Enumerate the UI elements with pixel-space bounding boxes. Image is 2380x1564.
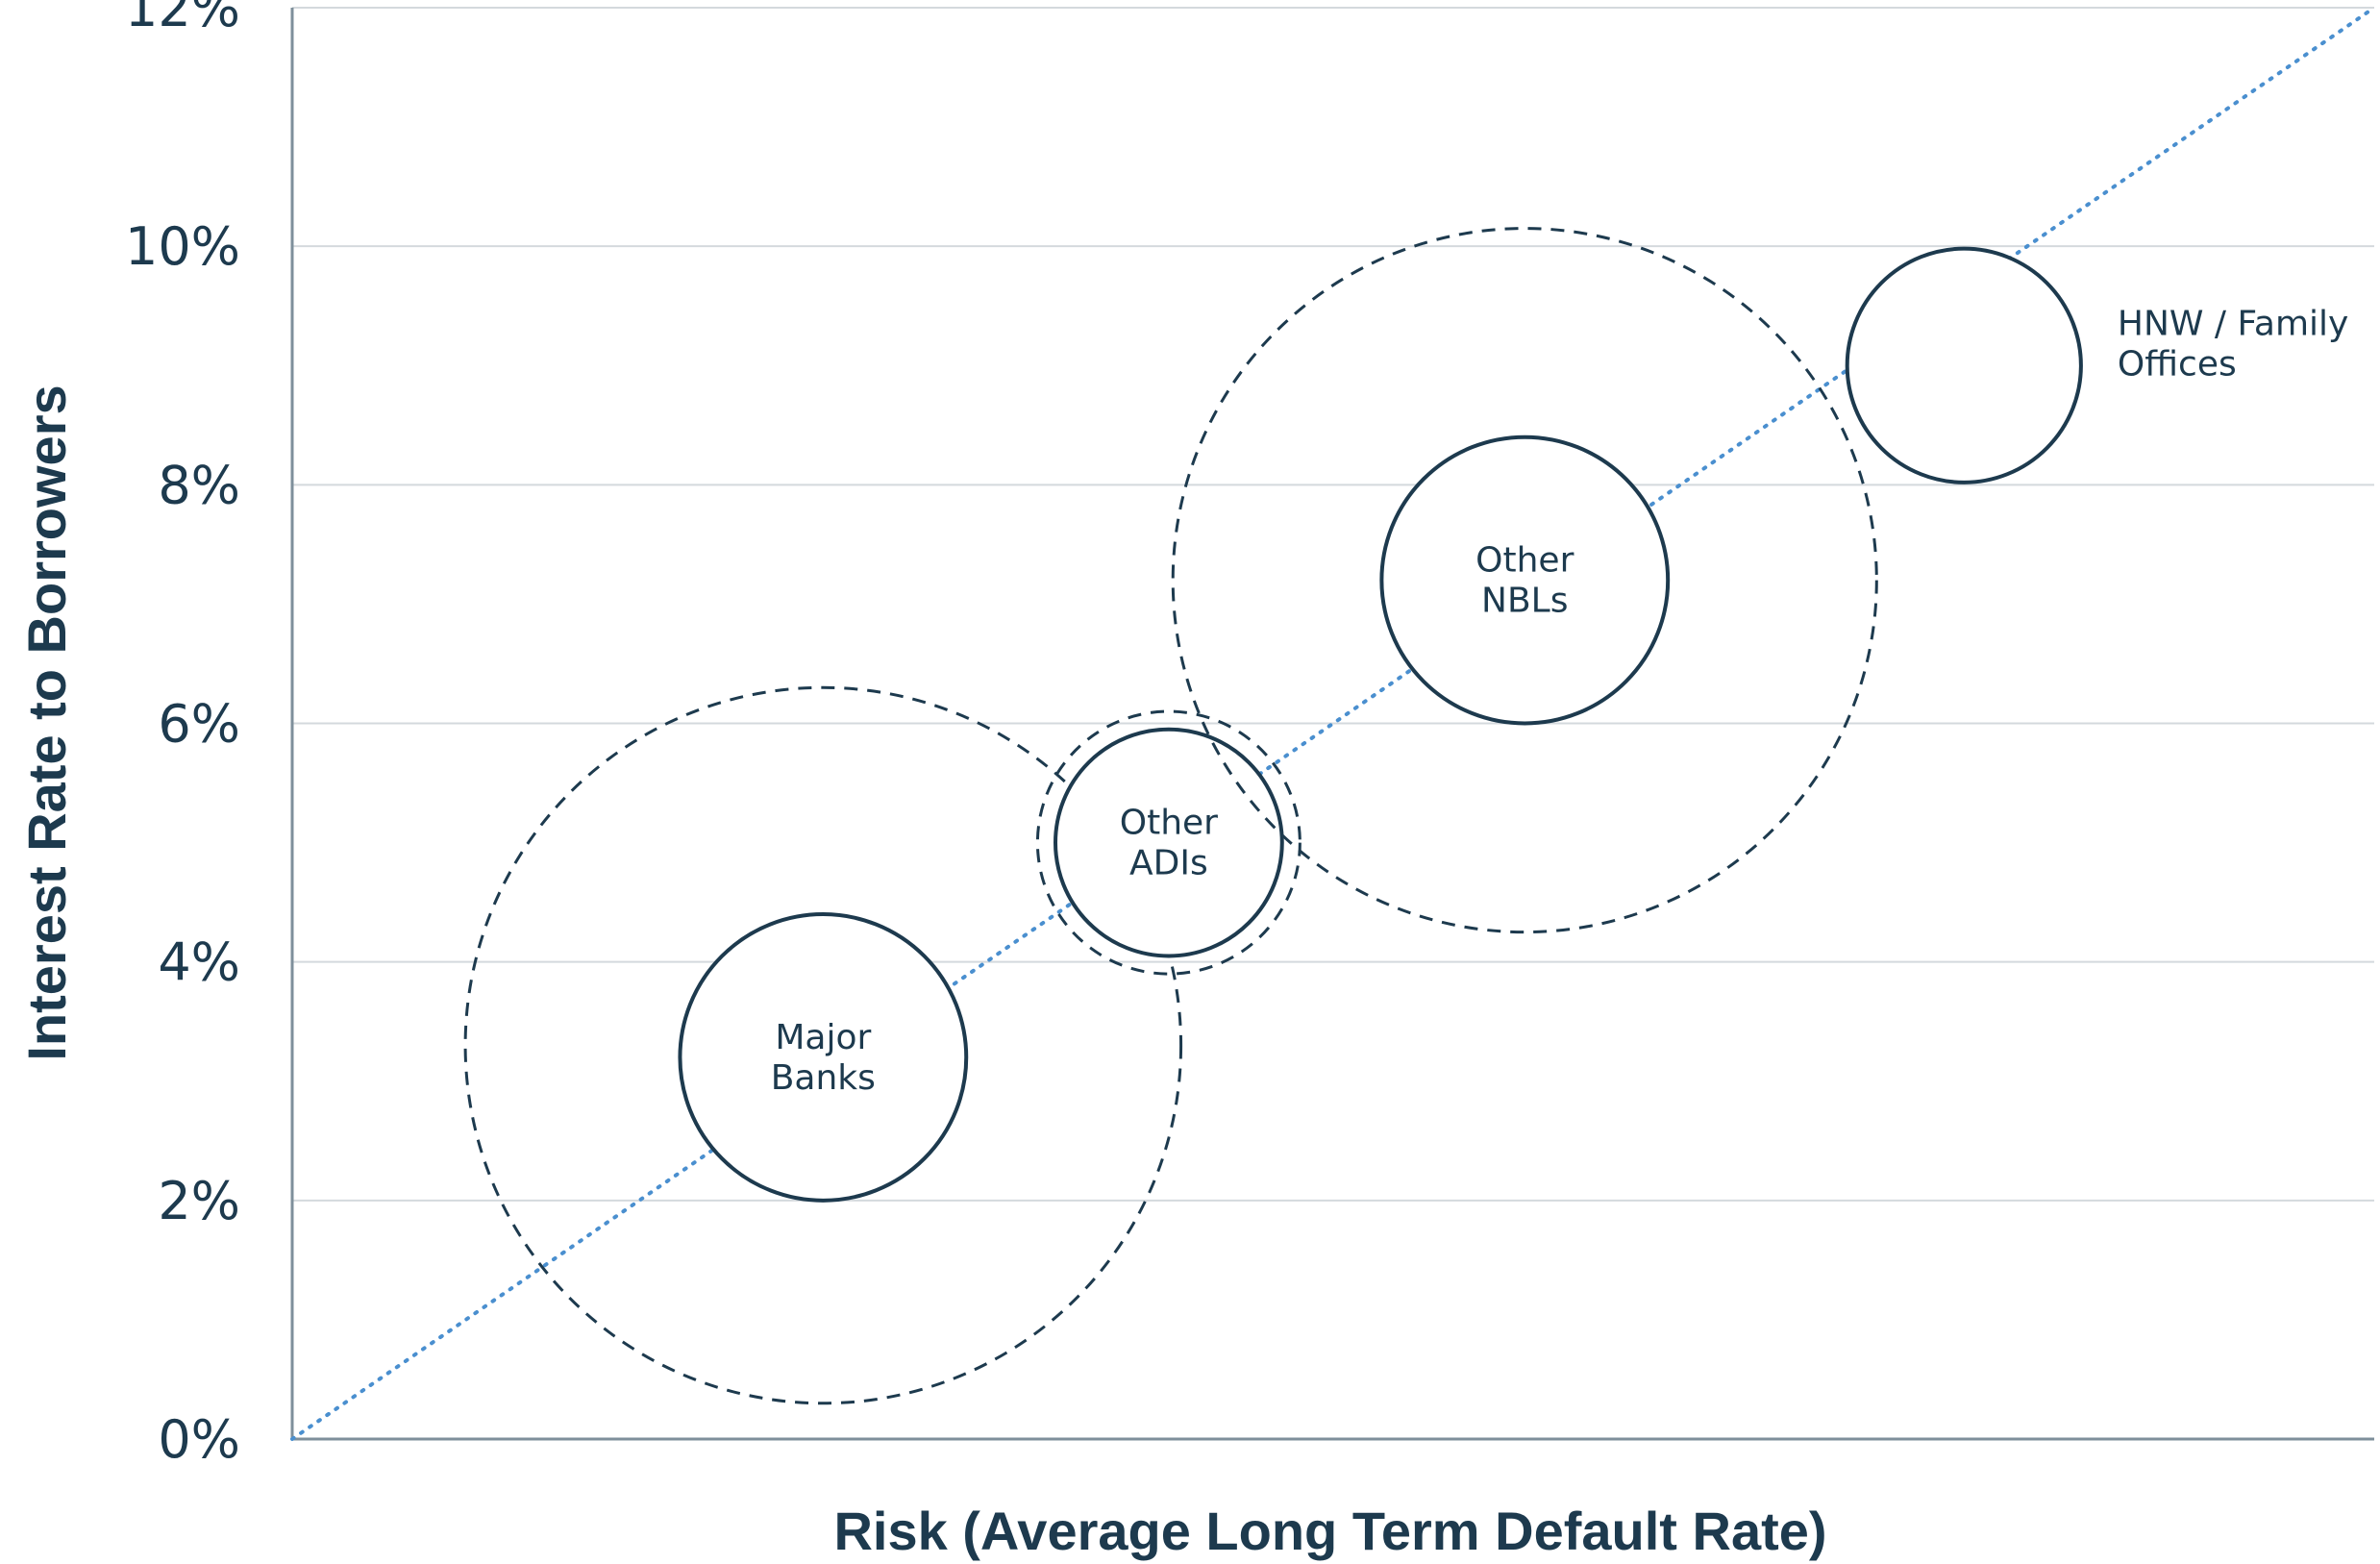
trend-line	[290, 6, 2376, 1441]
range-circle	[463, 685, 1183, 1405]
y-axis-title: Interest Rate to Borrowers	[16, 385, 77, 1060]
axes	[290, 8, 2374, 1441]
bubble-label: Other	[1120, 804, 1218, 843]
bubble-label: Other	[1475, 541, 1574, 581]
y-tick-label: 10%	[125, 216, 240, 277]
y-tick-labels: 0% 2% 4% 6% 8% 10% 12%	[125, 0, 240, 1470]
trend-line-group	[290, 6, 2376, 1441]
y-tick-label: 12%	[125, 0, 240, 38]
x-axis-title: Risk (Average Long Term Default Rate)	[833, 1501, 1826, 1561]
y-tick-label: 0%	[158, 1409, 240, 1470]
bubble-label: HNW / Family	[2118, 304, 2348, 343]
core-circle	[1379, 434, 1671, 726]
grid-lines	[292, 7, 2374, 1202]
y-tick-label: 6%	[158, 694, 240, 755]
core-circle	[1845, 246, 2083, 484]
core-circle	[678, 912, 969, 1203]
range-circle	[1035, 709, 1302, 976]
range-circle	[1171, 227, 1878, 934]
bubble-label: ADIs	[1129, 844, 1208, 883]
bubble-label: Major	[775, 1018, 871, 1057]
bubble-label: Banks	[771, 1058, 876, 1098]
y-tick-label: 4%	[158, 932, 240, 993]
bubble-label: Offices	[2118, 344, 2237, 384]
y-tick-label: 8%	[158, 455, 240, 515]
y-tick-label: 2%	[158, 1171, 240, 1231]
core-circle	[1054, 727, 1284, 958]
bubble-label: NBLs	[1481, 582, 1568, 621]
